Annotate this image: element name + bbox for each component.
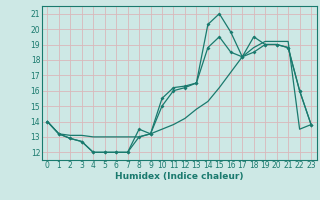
X-axis label: Humidex (Indice chaleur): Humidex (Indice chaleur) — [115, 172, 244, 181]
